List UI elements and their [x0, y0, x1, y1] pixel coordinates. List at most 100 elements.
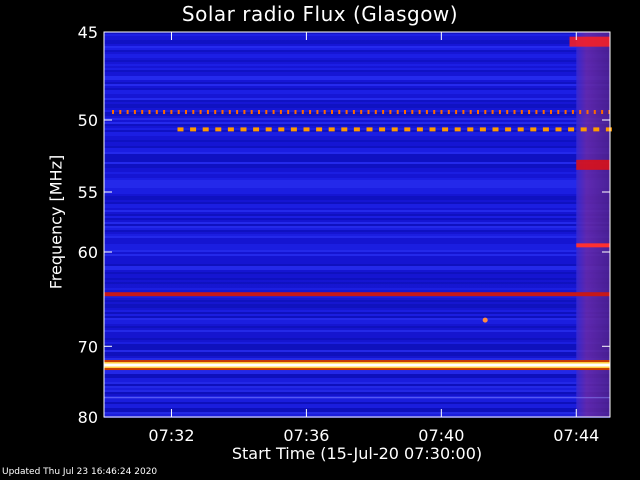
texture-stripe: [104, 352, 610, 354]
texture-stripe: [104, 398, 610, 400]
interference-dot: [477, 110, 479, 114]
texture-stripe: [104, 174, 610, 176]
interference-dot: [250, 110, 253, 114]
texture-stripe: [104, 44, 610, 46]
interference-dot: [586, 110, 589, 114]
texture-stripe: [104, 50, 610, 52]
interference-dot: [455, 110, 458, 114]
texture-stripe: [104, 34, 610, 36]
interference-dot: [112, 110, 114, 114]
texture-stripe: [104, 336, 610, 338]
interference-dot: [126, 110, 129, 114]
interference-dot: [170, 110, 173, 114]
chart-title: Solar radio Flux (Glasgow): [181, 2, 459, 26]
texture-stripe: [104, 328, 610, 330]
interference-dash: [542, 127, 549, 132]
texture-stripe: [104, 146, 610, 148]
texture-stripe: [104, 284, 610, 286]
interference-dot: [491, 110, 494, 114]
interference-dash: [379, 127, 386, 132]
interference-dot: [360, 110, 363, 114]
texture-stripe: [104, 310, 610, 312]
texture-stripe: [104, 96, 610, 98]
texture-stripe: [104, 176, 610, 178]
interference-dot: [374, 110, 377, 114]
interference-dash: [303, 127, 310, 132]
emission-band-peak: [104, 363, 610, 367]
interference-dot: [338, 110, 341, 114]
interference-dash: [492, 127, 499, 132]
y-tick-label: 80: [78, 408, 98, 427]
interference-dot: [316, 110, 319, 114]
texture-stripe: [104, 314, 610, 316]
texture-stripe: [104, 396, 610, 398]
texture-stripe: [104, 134, 610, 136]
texture-stripe: [104, 56, 610, 58]
texture-stripe: [104, 298, 610, 300]
interference-dot: [542, 110, 545, 114]
texture-stripe: [104, 276, 610, 278]
texture-stripe: [104, 126, 610, 128]
interference-dot: [294, 110, 297, 114]
texture-stripe: [104, 264, 610, 266]
texture-stripe: [104, 334, 610, 336]
interference-dash: [316, 127, 323, 132]
interference-dash: [530, 127, 537, 132]
x-tick-label: 07:32: [148, 426, 194, 445]
texture-stripe: [104, 226, 610, 228]
texture-stripe: [104, 140, 610, 142]
texture-stripe: [104, 138, 610, 140]
texture-stripe: [104, 262, 610, 264]
texture-stripe: [104, 300, 610, 302]
interference-dash: [442, 127, 449, 132]
texture-stripe: [104, 58, 610, 60]
texture-stripe: [104, 188, 610, 190]
texture-stripe: [104, 164, 610, 166]
interference-dot: [506, 110, 509, 114]
texture-stripe: [104, 238, 610, 240]
texture-stripe: [104, 402, 610, 404]
updated-timestamp: Updated Thu Jul 23 16:46:24 2020: [2, 467, 158, 477]
interference-dot: [287, 110, 290, 114]
texture-stripe: [104, 66, 610, 68]
texture-stripe: [104, 156, 610, 158]
texture-stripe: [104, 204, 610, 206]
interference-dot: [279, 110, 282, 114]
interference-dot: [243, 110, 246, 114]
y-tick-label: 45: [78, 23, 98, 42]
texture-stripe: [104, 274, 610, 276]
texture-stripe: [104, 122, 610, 124]
texture-stripe: [104, 198, 610, 200]
y-tick-label: 55: [78, 183, 98, 202]
interference-dash: [190, 127, 197, 132]
texture-stripe: [104, 308, 610, 310]
interference-dash: [215, 127, 222, 132]
interference-dot: [389, 110, 392, 114]
texture-stripe: [104, 278, 610, 280]
interference-dot: [301, 110, 304, 114]
interference-dot: [528, 110, 531, 114]
texture-stripe: [104, 388, 610, 390]
texture-stripe: [104, 346, 610, 348]
texture-stripe: [104, 414, 610, 416]
texture-stripe: [104, 84, 610, 86]
interference-dot: [323, 110, 326, 114]
texture-stripe: [104, 232, 610, 234]
texture-stripe: [104, 272, 610, 274]
texture-stripe: [104, 94, 610, 96]
texture-stripe: [104, 246, 610, 248]
texture-stripe: [104, 252, 610, 254]
texture-stripe: [104, 160, 610, 162]
interference-dot: [418, 110, 421, 114]
texture-stripe: [104, 224, 610, 226]
interference-dash: [265, 127, 272, 132]
texture-stripe: [104, 286, 610, 288]
texture-stripe: [104, 186, 610, 188]
interference-dot: [265, 110, 268, 114]
interference-dot: [309, 110, 312, 114]
texture-stripe: [104, 112, 610, 114]
y-tick-label: 60: [78, 243, 98, 262]
texture-stripe: [104, 36, 610, 38]
texture-stripe: [104, 348, 610, 350]
